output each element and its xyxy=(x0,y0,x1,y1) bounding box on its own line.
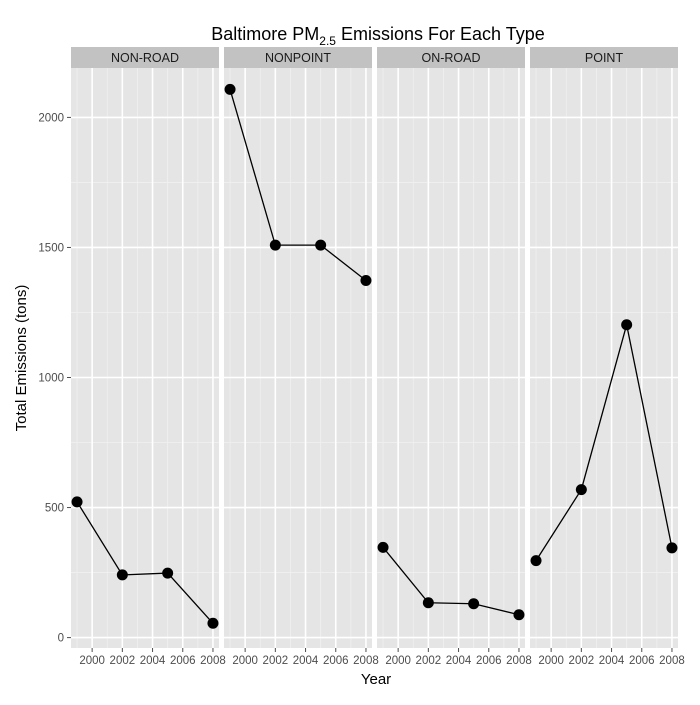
data-point xyxy=(422,597,434,609)
data-point xyxy=(116,569,128,581)
x-tick-label: 2008 xyxy=(200,655,226,667)
x-axis-title: Year xyxy=(361,671,391,688)
data-point xyxy=(513,609,525,621)
x-tick-label: 2002 xyxy=(569,655,595,667)
y-tick-label: 500 xyxy=(45,503,64,515)
data-point xyxy=(360,274,372,286)
y-tick-label: 1000 xyxy=(38,373,64,385)
panel-background xyxy=(530,68,678,648)
facet-strip-label: NONPOINT xyxy=(265,51,331,65)
series-line-on-road xyxy=(382,546,520,616)
chart-title-prefix: Baltimore PM xyxy=(211,24,319,44)
series-line-non-road xyxy=(76,501,214,624)
series-line-nonpoint xyxy=(229,89,367,282)
x-tick-label: 2002 xyxy=(263,655,289,667)
y-axis: 0 500 1000 1500 2000 xyxy=(38,112,71,645)
panel-background xyxy=(71,68,219,648)
data-point xyxy=(269,239,281,251)
x-tick-label: 2004 xyxy=(599,655,625,667)
facet-panel-nonpoint: NONPOINT 2000 2002 2004 2006 2008 xyxy=(224,47,379,667)
facet-strip-label: NON-ROAD xyxy=(111,51,179,65)
data-point xyxy=(224,83,236,95)
facet-strip-label: ON-ROAD xyxy=(421,51,480,65)
data-point xyxy=(468,598,480,610)
facet-panel-on-road: ON-ROAD 2000 2002 2004 2006 2008 xyxy=(377,47,532,667)
x-tick-label: 2000 xyxy=(79,655,105,667)
x-tick-label: 2006 xyxy=(323,655,349,667)
x-tick-label: 2008 xyxy=(506,655,532,667)
x-tick-label: 2006 xyxy=(629,655,655,667)
x-tick-label: 2006 xyxy=(170,655,196,667)
x-tick-label: 2000 xyxy=(538,655,564,667)
x-tick-label: 2004 xyxy=(293,655,319,667)
panel-background xyxy=(224,68,372,648)
x-tick-label: 2000 xyxy=(385,655,411,667)
y-tick-label: 1500 xyxy=(38,242,64,254)
data-point xyxy=(162,567,174,579)
chart-title-subscript: 2.5 xyxy=(319,34,336,48)
facet-strip xyxy=(530,47,678,68)
x-tick-label: 2008 xyxy=(353,655,379,667)
x-tick-label: 2008 xyxy=(659,655,685,667)
data-point xyxy=(377,541,389,553)
x-tick-label: 2006 xyxy=(476,655,502,667)
data-point xyxy=(207,617,219,629)
data-point xyxy=(315,239,327,251)
x-tick-label: 2002 xyxy=(110,655,136,667)
facet-strip-label: POINT xyxy=(585,51,624,65)
facet-strip xyxy=(71,47,219,68)
y-tick-label: 2000 xyxy=(38,112,64,124)
data-point xyxy=(575,484,587,496)
chart-title: Baltimore PM2.5 Emissions For Each Type xyxy=(211,24,544,48)
series-line-point xyxy=(535,324,673,561)
facet-strip xyxy=(377,47,525,68)
facet-strip xyxy=(224,47,372,68)
facet-panel-non-road: NON-ROAD 2000 2002 2004 2006 2008 xyxy=(71,47,226,667)
data-point xyxy=(71,496,83,508)
x-tick-label: 2002 xyxy=(416,655,442,667)
chart-title-suffix: Emissions For Each Type xyxy=(336,24,545,44)
data-point xyxy=(621,319,633,331)
y-axis-title: Total Emissions (tons) xyxy=(13,285,30,432)
x-tick-label: 2004 xyxy=(446,655,472,667)
x-tick-label: 2004 xyxy=(140,655,166,667)
facet-panel-point: POINT 2000 2002 2004 2006 2008 xyxy=(530,47,685,667)
data-point xyxy=(530,555,542,567)
data-point xyxy=(666,542,678,554)
facet-panels: NON-ROAD 2000 2002 2004 2006 2008 NONPOINT 2000… xyxy=(71,47,685,667)
x-tick-label: 2000 xyxy=(232,655,258,667)
panel-background xyxy=(377,68,525,648)
y-tick-label: 0 xyxy=(58,633,64,645)
